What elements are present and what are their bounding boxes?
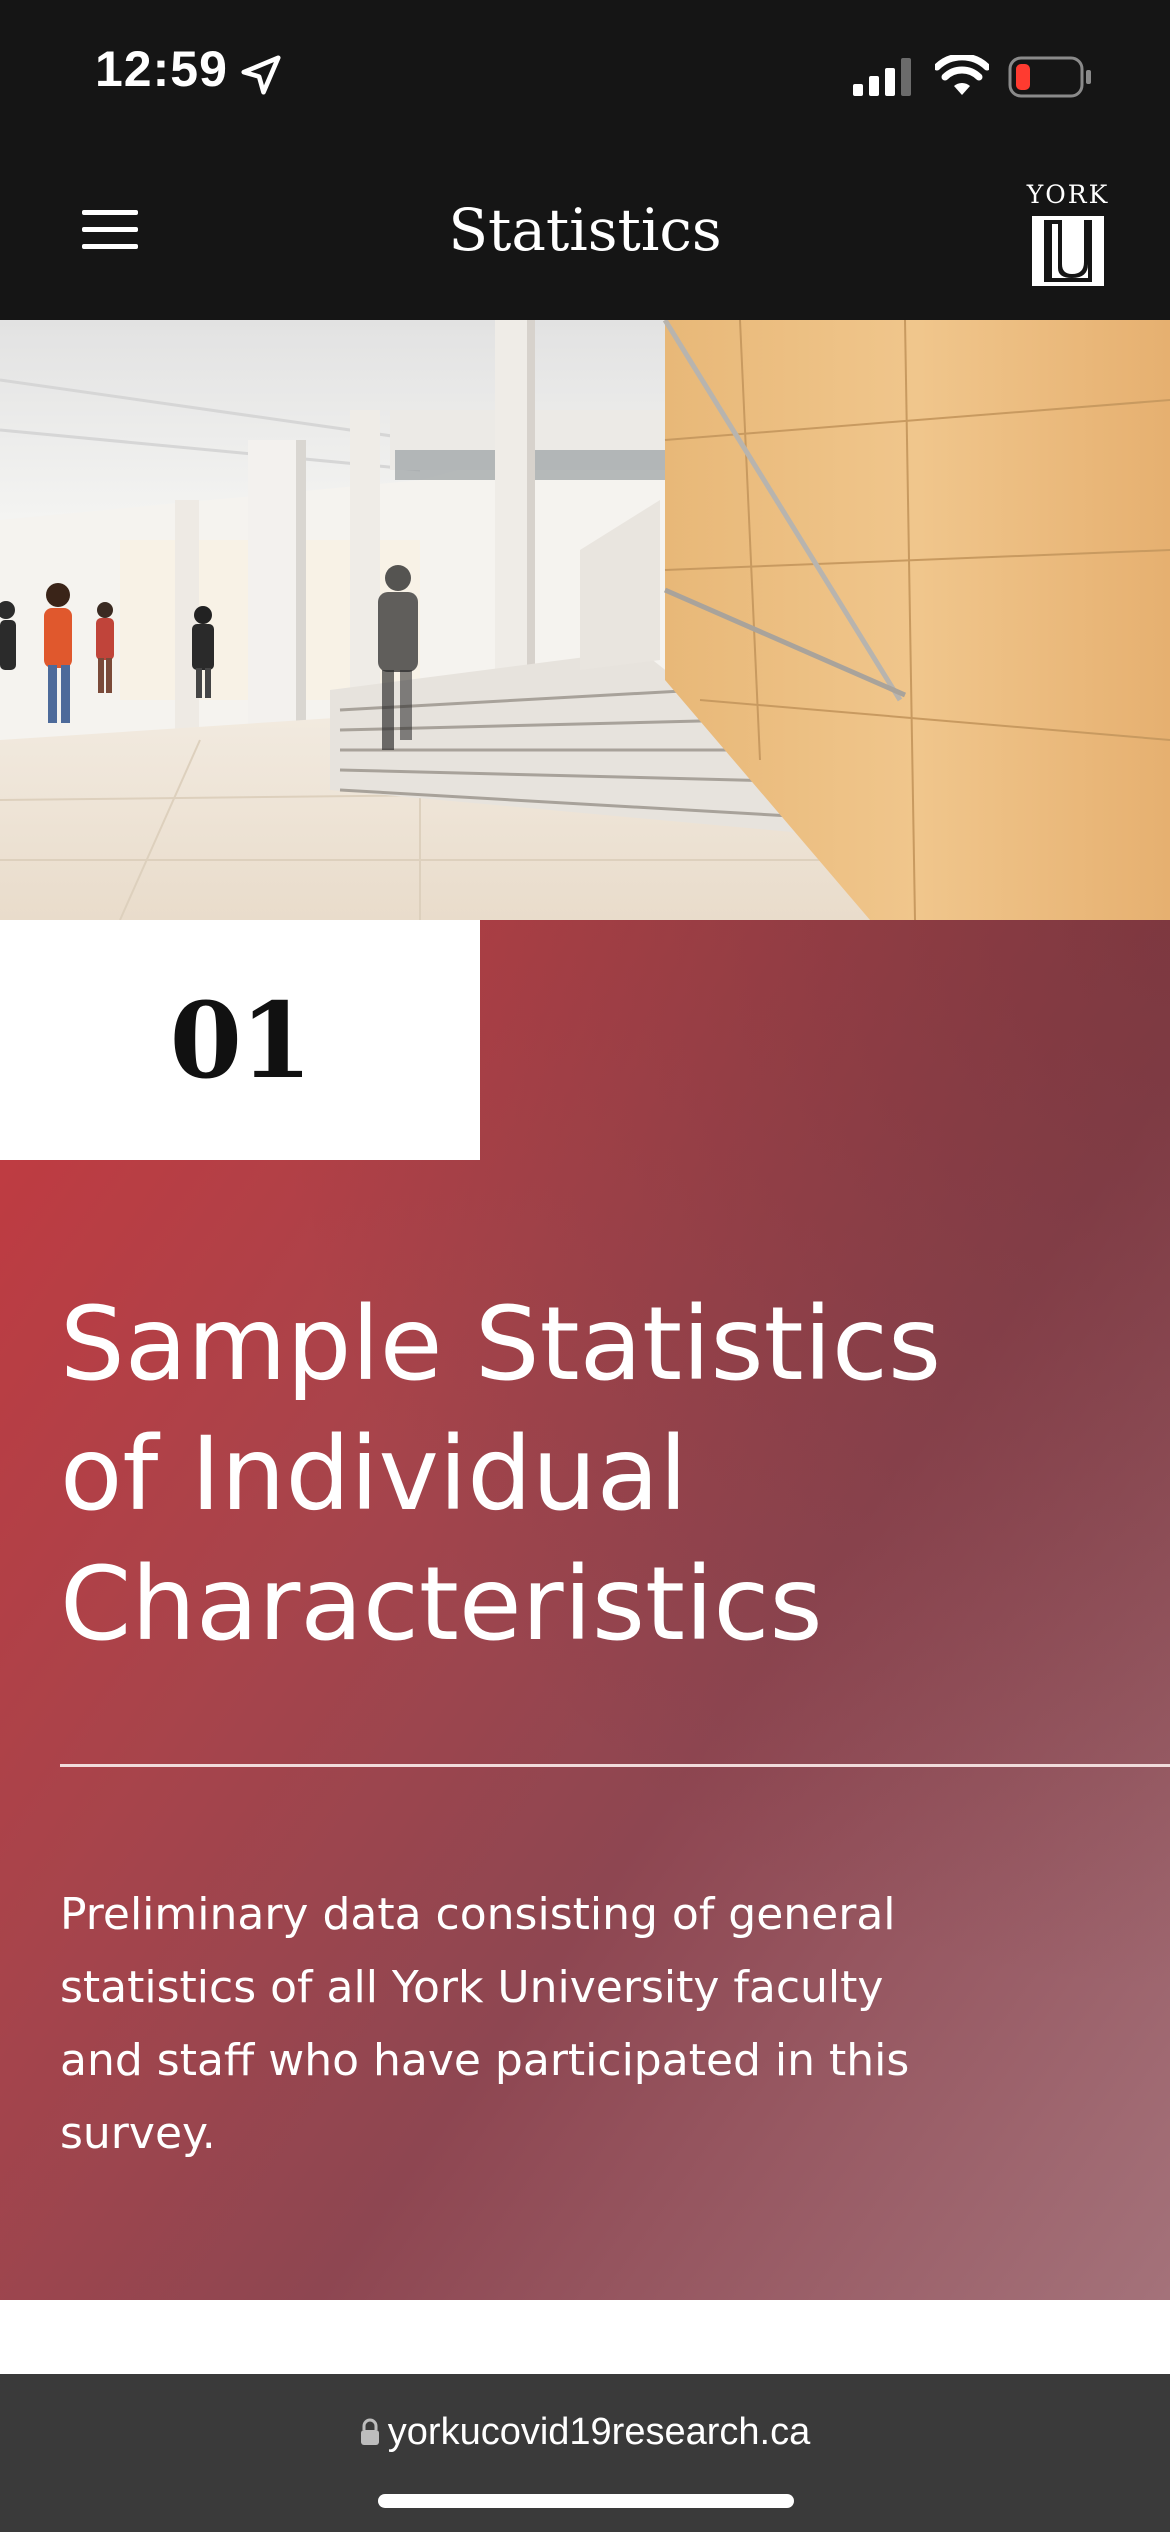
york-u-mark-icon [1032,216,1104,286]
section-description: Preliminary data consisting of general s… [60,1889,910,2159]
status-time: 12:59 [95,41,228,97]
url-text[interactable]: yorkucovid19research.ca [387,2411,811,2453]
page-title: Statistics [448,196,722,264]
section-heading-line-3: Characteristics [60,1545,823,1664]
section-number-box: 01 [0,920,480,1160]
battery-low-icon [1008,56,1091,98]
statistics-section-card: 01 Sample Statistics of Individual Chara… [0,920,1170,2300]
cellular-signal-icon [853,58,911,96]
top-nav-bar: Statistics YORK [0,150,1170,320]
wifi-icon [935,55,989,95]
hamburger-menu-icon[interactable] [82,210,138,250]
home-indicator[interactable] [378,2494,794,2508]
lock-icon [360,2418,379,2445]
section-heading: Sample Statistics of Individual Characte… [60,1280,1040,1670]
status-bar: 12:59 [0,0,1170,150]
section-heading-line-1: Sample Statistics [60,1285,942,1404]
url-container[interactable]: yorkucovid19research.ca [0,2410,1170,2456]
section-heading-line-2: of Individual [60,1415,688,1534]
logo-text: YORK [1026,180,1110,209]
people-silhouettes [0,565,418,750]
browser-url-bar[interactable]: yorkucovid19research.ca [0,2374,1170,2532]
campus-atrium-photo [0,320,1170,920]
section-divider [60,1764,1170,1767]
hero-image [0,320,1170,920]
location-arrow-icon [241,55,281,95]
section-number: 01 [169,978,313,1102]
york-university-logo[interactable]: YORK [1018,180,1118,290]
